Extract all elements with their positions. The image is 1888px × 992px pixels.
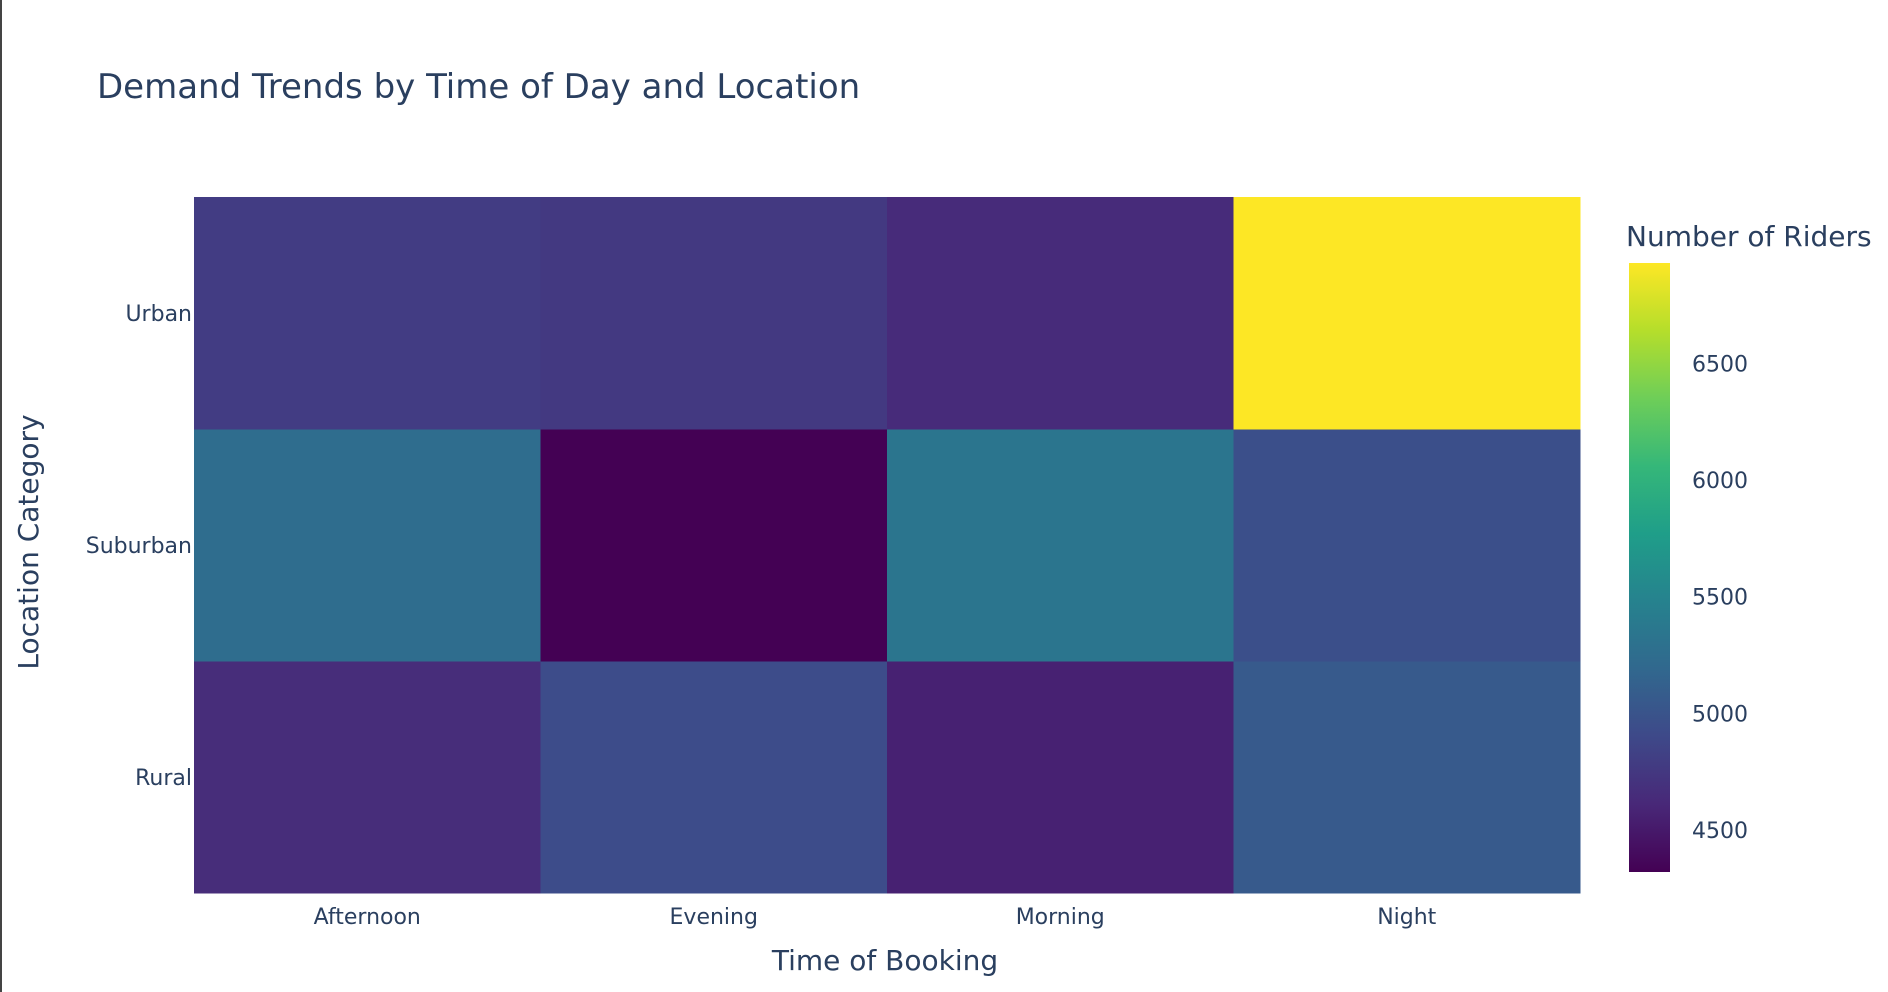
heatmap-cell-suburban-evening [540, 429, 888, 662]
colorbar [1629, 263, 1670, 872]
x-tick-label: Evening [670, 905, 758, 930]
heatmap-cell-rural-night [1233, 661, 1581, 894]
colorbar-ticks: 4500 5000 5500 6000 6500 [1692, 352, 1748, 844]
heatmap-cell-rural-morning [887, 661, 1234, 894]
y-axis-ticks: Rural Suburban Urban [86, 302, 192, 791]
colorbar-tick-label: 6000 [1692, 469, 1748, 494]
x-axis-ticks: Afternoon Evening Morning Night [314, 905, 1437, 930]
heatmap-cell-urban-evening [540, 197, 888, 430]
colorbar-tick-label: 5500 [1692, 586, 1748, 611]
heatmap-cell-suburban-afternoon [194, 429, 541, 662]
x-axis-title: Time of Booking [771, 944, 998, 977]
y-tick-label: Rural [135, 766, 192, 791]
y-axis-title: Location Category [12, 414, 45, 669]
heatmap-cell-suburban-night [1233, 429, 1581, 662]
colorbar-tick-label: 6500 [1692, 352, 1748, 377]
heatmap-cell-urban-morning [887, 197, 1234, 430]
x-tick-label: Night [1377, 905, 1436, 930]
heatmap-cell-suburban-morning [887, 429, 1234, 662]
colorbar-tick-label: 5000 [1692, 702, 1748, 727]
heatmap-cell-urban-afternoon [194, 197, 541, 430]
colorbar-tick-label: 4500 [1692, 819, 1748, 844]
chart-title: Demand Trends by Time of Day and Locatio… [97, 67, 860, 107]
heatmap-cells [194, 197, 1581, 894]
heatmap-cell-urban-night [1233, 197, 1581, 430]
heatmap-cell-rural-afternoon [194, 661, 541, 894]
window-left-border [0, 0, 2, 992]
colorbar-title: Number of Riders [1626, 220, 1872, 253]
y-tick-label: Urban [125, 302, 192, 327]
x-tick-label: Afternoon [314, 905, 421, 930]
heatmap-cell-rural-evening [540, 661, 888, 894]
y-tick-label: Suburban [86, 534, 192, 559]
x-tick-label: Morning [1016, 905, 1105, 930]
